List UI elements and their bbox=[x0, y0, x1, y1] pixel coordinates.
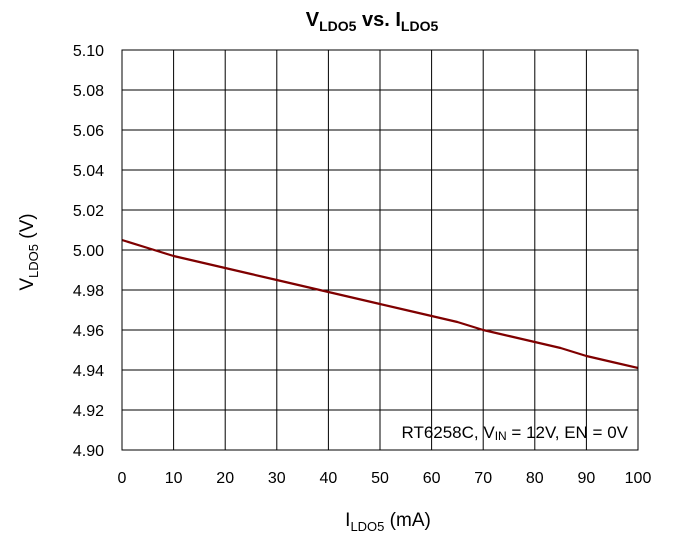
x-tick-label: 100 bbox=[625, 470, 652, 487]
x-tick-label: 70 bbox=[474, 470, 492, 487]
x-tick-label: 60 bbox=[423, 470, 441, 487]
y-tick-label: 5.08 bbox=[73, 83, 104, 100]
x-tick-label: 50 bbox=[371, 470, 389, 487]
y-tick-label: 4.92 bbox=[73, 403, 104, 420]
y-tick-label: 5.04 bbox=[73, 163, 104, 180]
x-axis-label: ILDO5 (mA) bbox=[345, 510, 431, 534]
y-tick-label: 4.90 bbox=[73, 443, 104, 460]
y-tick-label: 5.00 bbox=[73, 243, 104, 260]
y-tick-label: 5.10 bbox=[73, 43, 104, 60]
x-tick-label: 90 bbox=[578, 470, 596, 487]
series-line bbox=[121, 238, 639, 370]
y-tick-label: 5.02 bbox=[73, 203, 104, 220]
y-tick-label: 4.94 bbox=[73, 363, 104, 380]
y-axis-label: VLDO5 (V) bbox=[17, 213, 41, 290]
x-tick-label: 80 bbox=[526, 470, 544, 487]
x-tick-labels: 0 10 20 30 40 50 60 70 80 90 100 bbox=[118, 470, 652, 487]
y-tick-label: 4.96 bbox=[73, 323, 104, 340]
gridlines bbox=[122, 50, 638, 450]
y-tick-label: 5.06 bbox=[73, 123, 104, 140]
series-group bbox=[121, 238, 639, 370]
chart-title: VLDO5 vs. ILDO5 bbox=[306, 9, 439, 34]
x-tick-label: 0 bbox=[118, 470, 127, 487]
x-tick-label: 20 bbox=[216, 470, 234, 487]
conditions-annotation: RT6258C, VIN = 12V, EN = 0V bbox=[401, 423, 628, 443]
x-tick-label: 30 bbox=[268, 470, 286, 487]
x-tick-label: 10 bbox=[165, 470, 183, 487]
plot-frame bbox=[121, 49, 639, 451]
y-tick-labels: 4.90 4.92 4.94 4.96 4.98 5.00 5.02 5.04 5.06 5.08… bbox=[73, 43, 104, 460]
x-tick-label: 40 bbox=[320, 470, 338, 487]
y-tick-label: 4.98 bbox=[73, 283, 104, 300]
